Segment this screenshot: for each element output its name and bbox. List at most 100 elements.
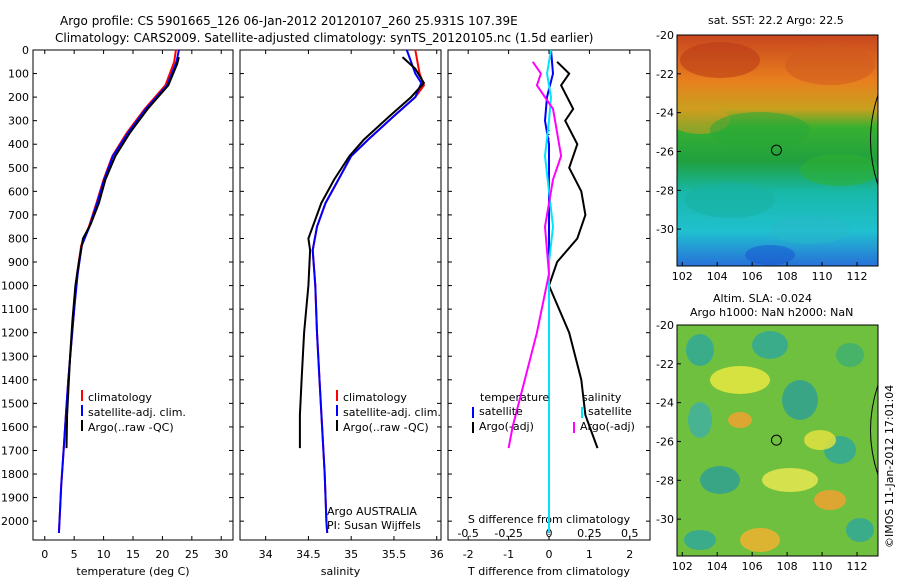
sst-field-patch [710, 112, 810, 148]
map-y-tick-label: -28 [656, 184, 674, 197]
sla-field-patch [752, 331, 788, 359]
sst-field-patch [685, 182, 775, 218]
y-tick-label: 300 [8, 115, 29, 128]
sla-field-patch [740, 528, 780, 552]
series-line-2 [547, 61, 599, 449]
y-tick-label: 1800 [1, 468, 29, 481]
series-line-1 [311, 49, 426, 533]
sla-field-patch [686, 334, 714, 366]
x-tick-label: 35 [344, 548, 358, 561]
x-axis-label: salinity [321, 565, 361, 578]
profile-panel-2: 34 34.5 35 35.5 36 salinity climatology satelli… [239, 49, 444, 578]
x-tick-label: 35.5 [382, 548, 407, 561]
y-tick-label: 100 [8, 68, 29, 81]
map-x-tick-label: 110 [812, 560, 833, 573]
sla-map: Altim. SLA: -0.024 Argo h1000: NaN h2000… [656, 292, 879, 573]
map-x-tick-label: 106 [742, 560, 763, 573]
sst-field-patch [745, 245, 795, 265]
map-x-tick-label: 108 [777, 560, 798, 573]
x-tick-label: 30 [214, 548, 228, 561]
map-y-tick-label: -28 [656, 474, 674, 487]
x-tick-label: 34.5 [296, 548, 321, 561]
y-tick-label: 1100 [1, 303, 29, 316]
sla-field-patch [804, 430, 836, 450]
map-x-tick-label: 104 [707, 270, 728, 283]
series-line-3 [298, 56, 426, 449]
header-line2: Climatology: CARS2009. Satellite-adjuste… [55, 31, 593, 45]
top-tick-label: 0.25 [577, 527, 602, 540]
x-tick-label: 0 [546, 548, 553, 561]
profile-panel-1: 0100200300400500600700800900100011001200… [1, 44, 234, 578]
x-tick-label: -2 [463, 548, 474, 561]
y-tick-label: 0 [22, 44, 29, 57]
sla-field-patch [688, 402, 712, 438]
sst-field-patch [800, 154, 878, 186]
y-tick-label: 1400 [1, 374, 29, 387]
y-tick-label: 1200 [1, 327, 29, 340]
y-tick-label: 1600 [1, 421, 29, 434]
y-tick-label: 200 [8, 91, 29, 104]
series-line-2 [57, 49, 180, 533]
sla-field-patch [728, 412, 752, 428]
x-tick-label: 15 [126, 548, 140, 561]
legend-label: temperature [480, 391, 549, 404]
y-tick-label: 1700 [1, 444, 29, 457]
coastline [870, 94, 879, 186]
owner-annotation: Argo AUSTRALIA [327, 505, 417, 518]
sla-field-patch [700, 466, 740, 494]
series-line-3 [65, 56, 180, 449]
sst-field-patch [785, 45, 875, 85]
coastline [870, 384, 879, 476]
map-x-tick-label: 108 [777, 270, 798, 283]
map-y-tick-label: -24 [656, 397, 674, 410]
legend-label: Argo(..raw -QC) [343, 421, 429, 434]
y-tick-label: 700 [8, 209, 29, 222]
y-tick-label: 500 [8, 162, 29, 175]
map-y-tick-label: -30 [656, 223, 674, 236]
sla-field-patch [836, 343, 864, 367]
x-tick-label: 0 [41, 548, 48, 561]
y-tick-label: 2000 [1, 515, 29, 528]
sst-field-patch [680, 42, 760, 78]
map-y-tick-label: -24 [656, 107, 674, 120]
sla-field-patch [814, 490, 846, 510]
legend-label: Argo(-adj) [479, 420, 534, 433]
legend-label: climatology [88, 391, 152, 404]
map-y-tick-label: -26 [656, 145, 674, 158]
series-line-4 [507, 61, 563, 449]
x-axis-label: temperature (deg C) [76, 565, 189, 578]
y-tick-label: 1500 [1, 397, 29, 410]
sla-field-patch [762, 468, 818, 492]
profile-location-marker [770, 144, 782, 156]
sla-field-patch [710, 366, 770, 394]
sla-field-patch [782, 380, 818, 420]
series-line-2 [311, 49, 423, 533]
top-tick-label: 0 [546, 527, 553, 540]
map-x-tick-label: 112 [847, 560, 868, 573]
owner-annotation: PI: Susan Wijffels [327, 519, 421, 532]
profile-location-marker [770, 434, 782, 446]
legend-label: Argo(..raw -QC) [88, 421, 174, 434]
x-axis-label: T difference from climatology [467, 565, 630, 578]
x-tick-label: 36 [430, 548, 444, 561]
series-line-3 [543, 49, 555, 533]
sst-field-patch [770, 216, 850, 244]
map-y-tick-label: -22 [656, 68, 674, 81]
x-tick-label: 25 [185, 548, 199, 561]
y-tick-label: 900 [8, 256, 29, 269]
legend-label: satellite [588, 405, 632, 418]
x-tick-label: 2 [626, 548, 633, 561]
map-y-tick-label: -20 [656, 29, 674, 42]
map-x-tick-label: 102 [672, 560, 693, 573]
sla-map-title1: Altim. SLA: -0.024 [713, 292, 812, 305]
profile-panel-3: -2 -1 0 1 2 T difference from climatology -0.5… [447, 49, 651, 578]
map-x-tick-label: 110 [812, 270, 833, 283]
legend-label: satellite-adj. clim. [88, 406, 186, 419]
panel-frame [239, 49, 442, 541]
y-tick-label: 1300 [1, 350, 29, 363]
map-y-tick-label: -30 [656, 513, 674, 526]
top-tick-label: -0.25 [494, 527, 522, 540]
legend-label: climatology [343, 391, 407, 404]
